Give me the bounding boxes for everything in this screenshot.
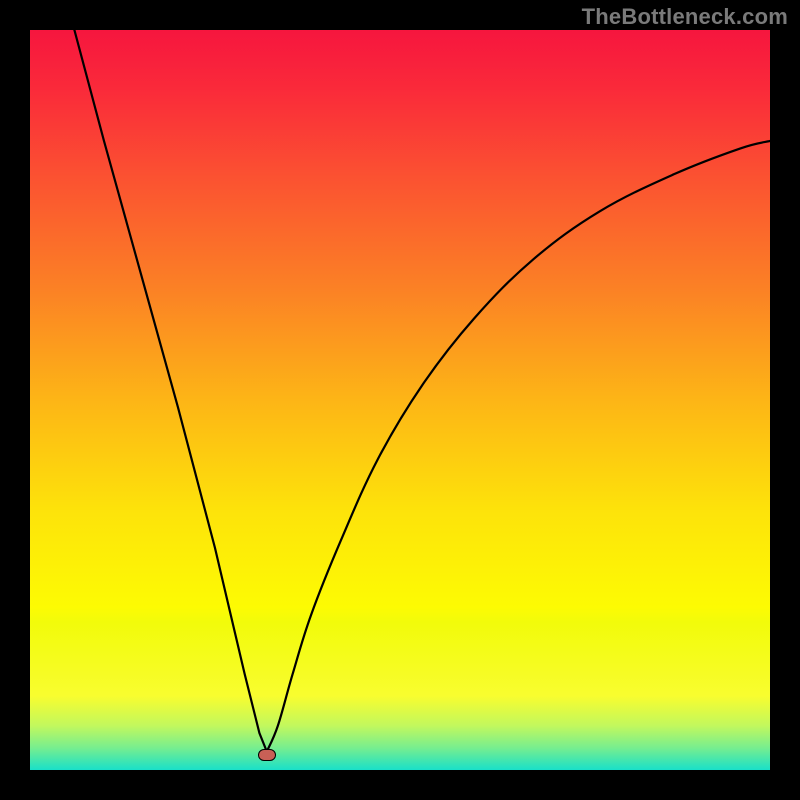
frame-left — [0, 0, 30, 800]
watermark-text: TheBottleneck.com — [582, 4, 788, 30]
minimum-marker — [258, 749, 276, 761]
gradient-background — [30, 30, 770, 770]
plot-area — [30, 30, 770, 770]
frame-right — [770, 0, 800, 800]
frame-bottom — [0, 770, 800, 800]
